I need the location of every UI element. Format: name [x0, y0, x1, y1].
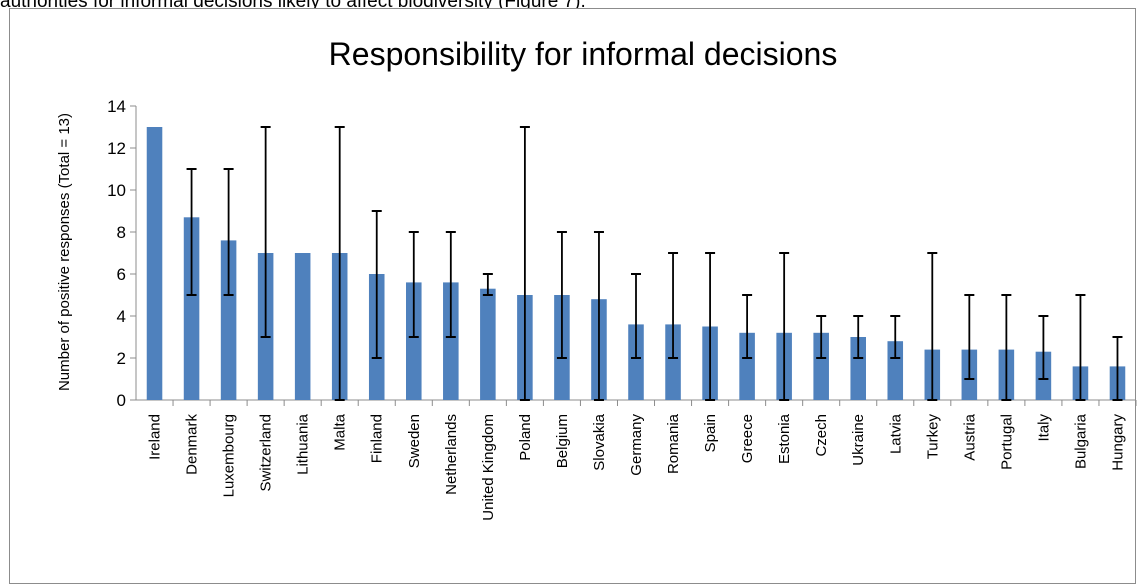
y-tick-label: 12 — [107, 139, 126, 158]
bar — [850, 337, 866, 400]
bar — [739, 332, 755, 400]
x-tick-label: Czech — [813, 414, 830, 457]
x-tick-label: Slovakia — [591, 413, 608, 470]
y-tick-label: 6 — [117, 265, 126, 284]
x-tick-label: Italy — [1035, 414, 1052, 442]
x-tick-label: Germany — [628, 414, 645, 476]
x-tick-label: Estonia — [776, 413, 793, 464]
y-tick-label: 2 — [117, 349, 126, 368]
bar — [813, 332, 829, 400]
x-tick-label: Latvia — [887, 413, 904, 454]
bar — [183, 217, 200, 400]
x-tick-label: Turkey — [924, 414, 941, 460]
bar — [146, 127, 163, 400]
x-tick-label: Luxembourg — [221, 414, 238, 497]
x-tick-label: Malta — [332, 413, 349, 450]
x-tick-label: Poland — [517, 414, 534, 461]
x-tick-label: Spain — [702, 414, 719, 452]
y-tick-label: 8 — [117, 223, 126, 242]
bar — [406, 282, 422, 400]
x-tick-label: Austria — [961, 413, 978, 460]
x-tick-label: Ukraine — [850, 414, 867, 466]
x-tick-label: Switzerland — [258, 414, 275, 492]
y-tick-label: 0 — [117, 391, 126, 410]
bar — [294, 253, 311, 400]
bar — [628, 324, 644, 400]
x-tick-label: Finland — [369, 414, 386, 463]
bar — [443, 282, 459, 400]
x-tick-label: Ireland — [147, 414, 164, 460]
chart-title: Responsibility for informal decisions — [329, 36, 838, 72]
x-tick-label: Hungary — [1109, 414, 1126, 471]
x-tick-label: Denmark — [184, 414, 201, 475]
bar — [665, 324, 681, 400]
x-tick-label: United Kingdom — [480, 414, 497, 521]
bar — [220, 240, 237, 400]
x-tick-label: Lithuania — [295, 413, 312, 475]
x-tick-label: Belgium — [554, 414, 571, 468]
y-tick-label: 14 — [107, 97, 126, 116]
y-tick-label: 10 — [107, 181, 126, 200]
y-axis-label: Number of positive responses (Total = 13… — [56, 113, 73, 391]
bar — [887, 341, 904, 400]
y-tick-label: 4 — [117, 307, 126, 326]
x-tick-label: Portugal — [998, 414, 1015, 470]
x-tick-label: Sweden — [406, 414, 423, 468]
bar — [480, 288, 496, 400]
x-tick-label: Netherlands — [443, 414, 460, 495]
x-tick-label: Romania — [665, 413, 682, 474]
plot-area: 0 2 4 6 8 10 12 14 Ireland Denmark Luxembourg Switz… — [107, 97, 1137, 521]
x-tick-label: Greece — [739, 414, 756, 463]
x-tick-label: Bulgaria — [1072, 413, 1089, 469]
